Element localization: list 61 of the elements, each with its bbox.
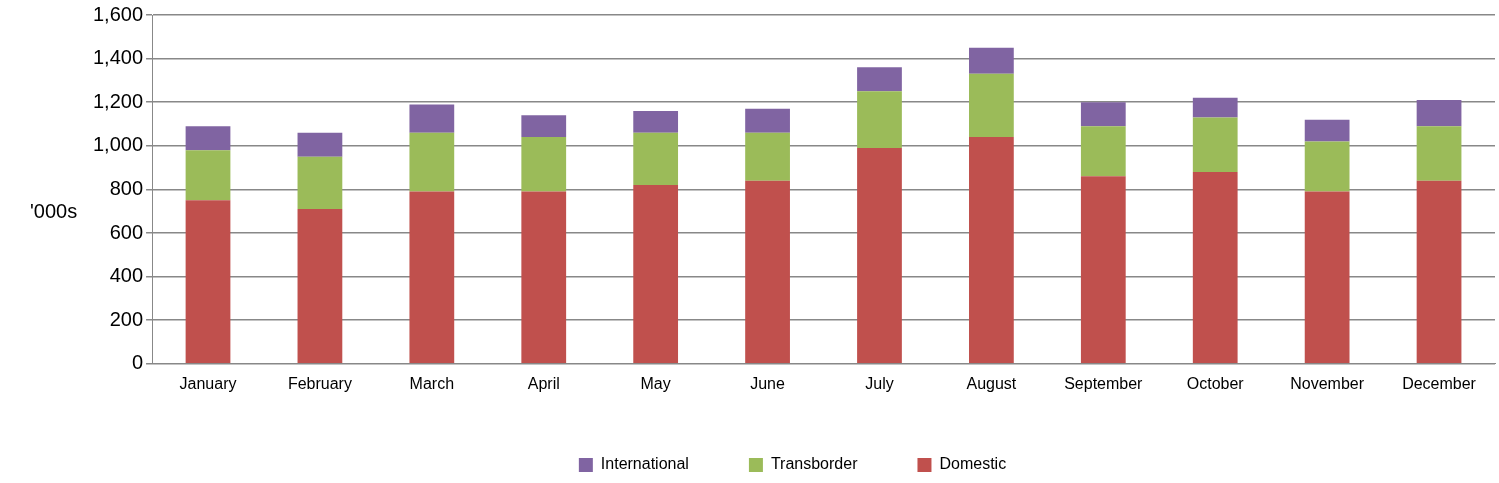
y-tick-label: 200 [109, 307, 144, 330]
bar [857, 91, 902, 148]
x-tick-label: April [527, 374, 560, 392]
bar [857, 67, 902, 92]
x-tick-label: December [1402, 374, 1477, 392]
bar [633, 110, 679, 133]
x-tick-label: January [179, 374, 237, 392]
bar [1080, 126, 1126, 177]
bar [1416, 100, 1462, 127]
bar [633, 132, 679, 186]
bar [1416, 180, 1462, 364]
bar [857, 147, 902, 364]
x-tick-label: February [287, 374, 352, 392]
bar [745, 180, 790, 364]
x-tick-label: October [1186, 374, 1245, 392]
bar [409, 132, 455, 192]
bar [297, 209, 343, 364]
bar [969, 73, 1014, 138]
bar [1304, 141, 1350, 192]
bar [1192, 97, 1238, 118]
y-tick-label: 600 [109, 220, 144, 243]
bar [1192, 117, 1238, 172]
x-tick-label: March [409, 374, 455, 392]
bar [409, 191, 455, 364]
bar [1080, 102, 1126, 127]
y-tick-label: 1,400 [92, 46, 144, 69]
legend-label: Domestic [939, 455, 1007, 473]
bar [1192, 171, 1238, 364]
bar [521, 115, 567, 138]
bar [969, 137, 1014, 364]
y-tick-label: 1,200 [92, 89, 144, 112]
bar [297, 156, 343, 210]
x-tick-label: July [865, 374, 894, 392]
bar [1416, 126, 1462, 181]
bar [521, 137, 567, 192]
x-tick-label: September [1064, 374, 1144, 392]
legend-label: Transborder [770, 455, 859, 473]
bar [1080, 176, 1126, 364]
bar [969, 47, 1014, 74]
y-tick-label: 400 [109, 264, 144, 287]
bar [521, 191, 567, 364]
y-tick-label: 0 [131, 351, 144, 374]
y-axis-title: '000s [30, 200, 78, 223]
x-tick-label: August [966, 374, 1017, 392]
bar [633, 185, 679, 364]
bar [297, 132, 343, 157]
x-tick-label: November [1290, 374, 1365, 392]
y-tick-label: 1,600 [92, 2, 144, 25]
bar [1304, 191, 1350, 364]
legend-label: International [600, 455, 689, 473]
bar [185, 150, 231, 201]
bar [185, 126, 231, 151]
y-tick-label: 800 [109, 176, 144, 199]
bar [745, 132, 790, 181]
x-tick-label: June [750, 374, 786, 392]
y-tick-label: 1,000 [92, 133, 144, 156]
bar [409, 104, 455, 133]
x-tick-label: May [640, 374, 671, 392]
bar [1304, 119, 1350, 142]
bar [185, 200, 231, 364]
bar [745, 108, 790, 133]
